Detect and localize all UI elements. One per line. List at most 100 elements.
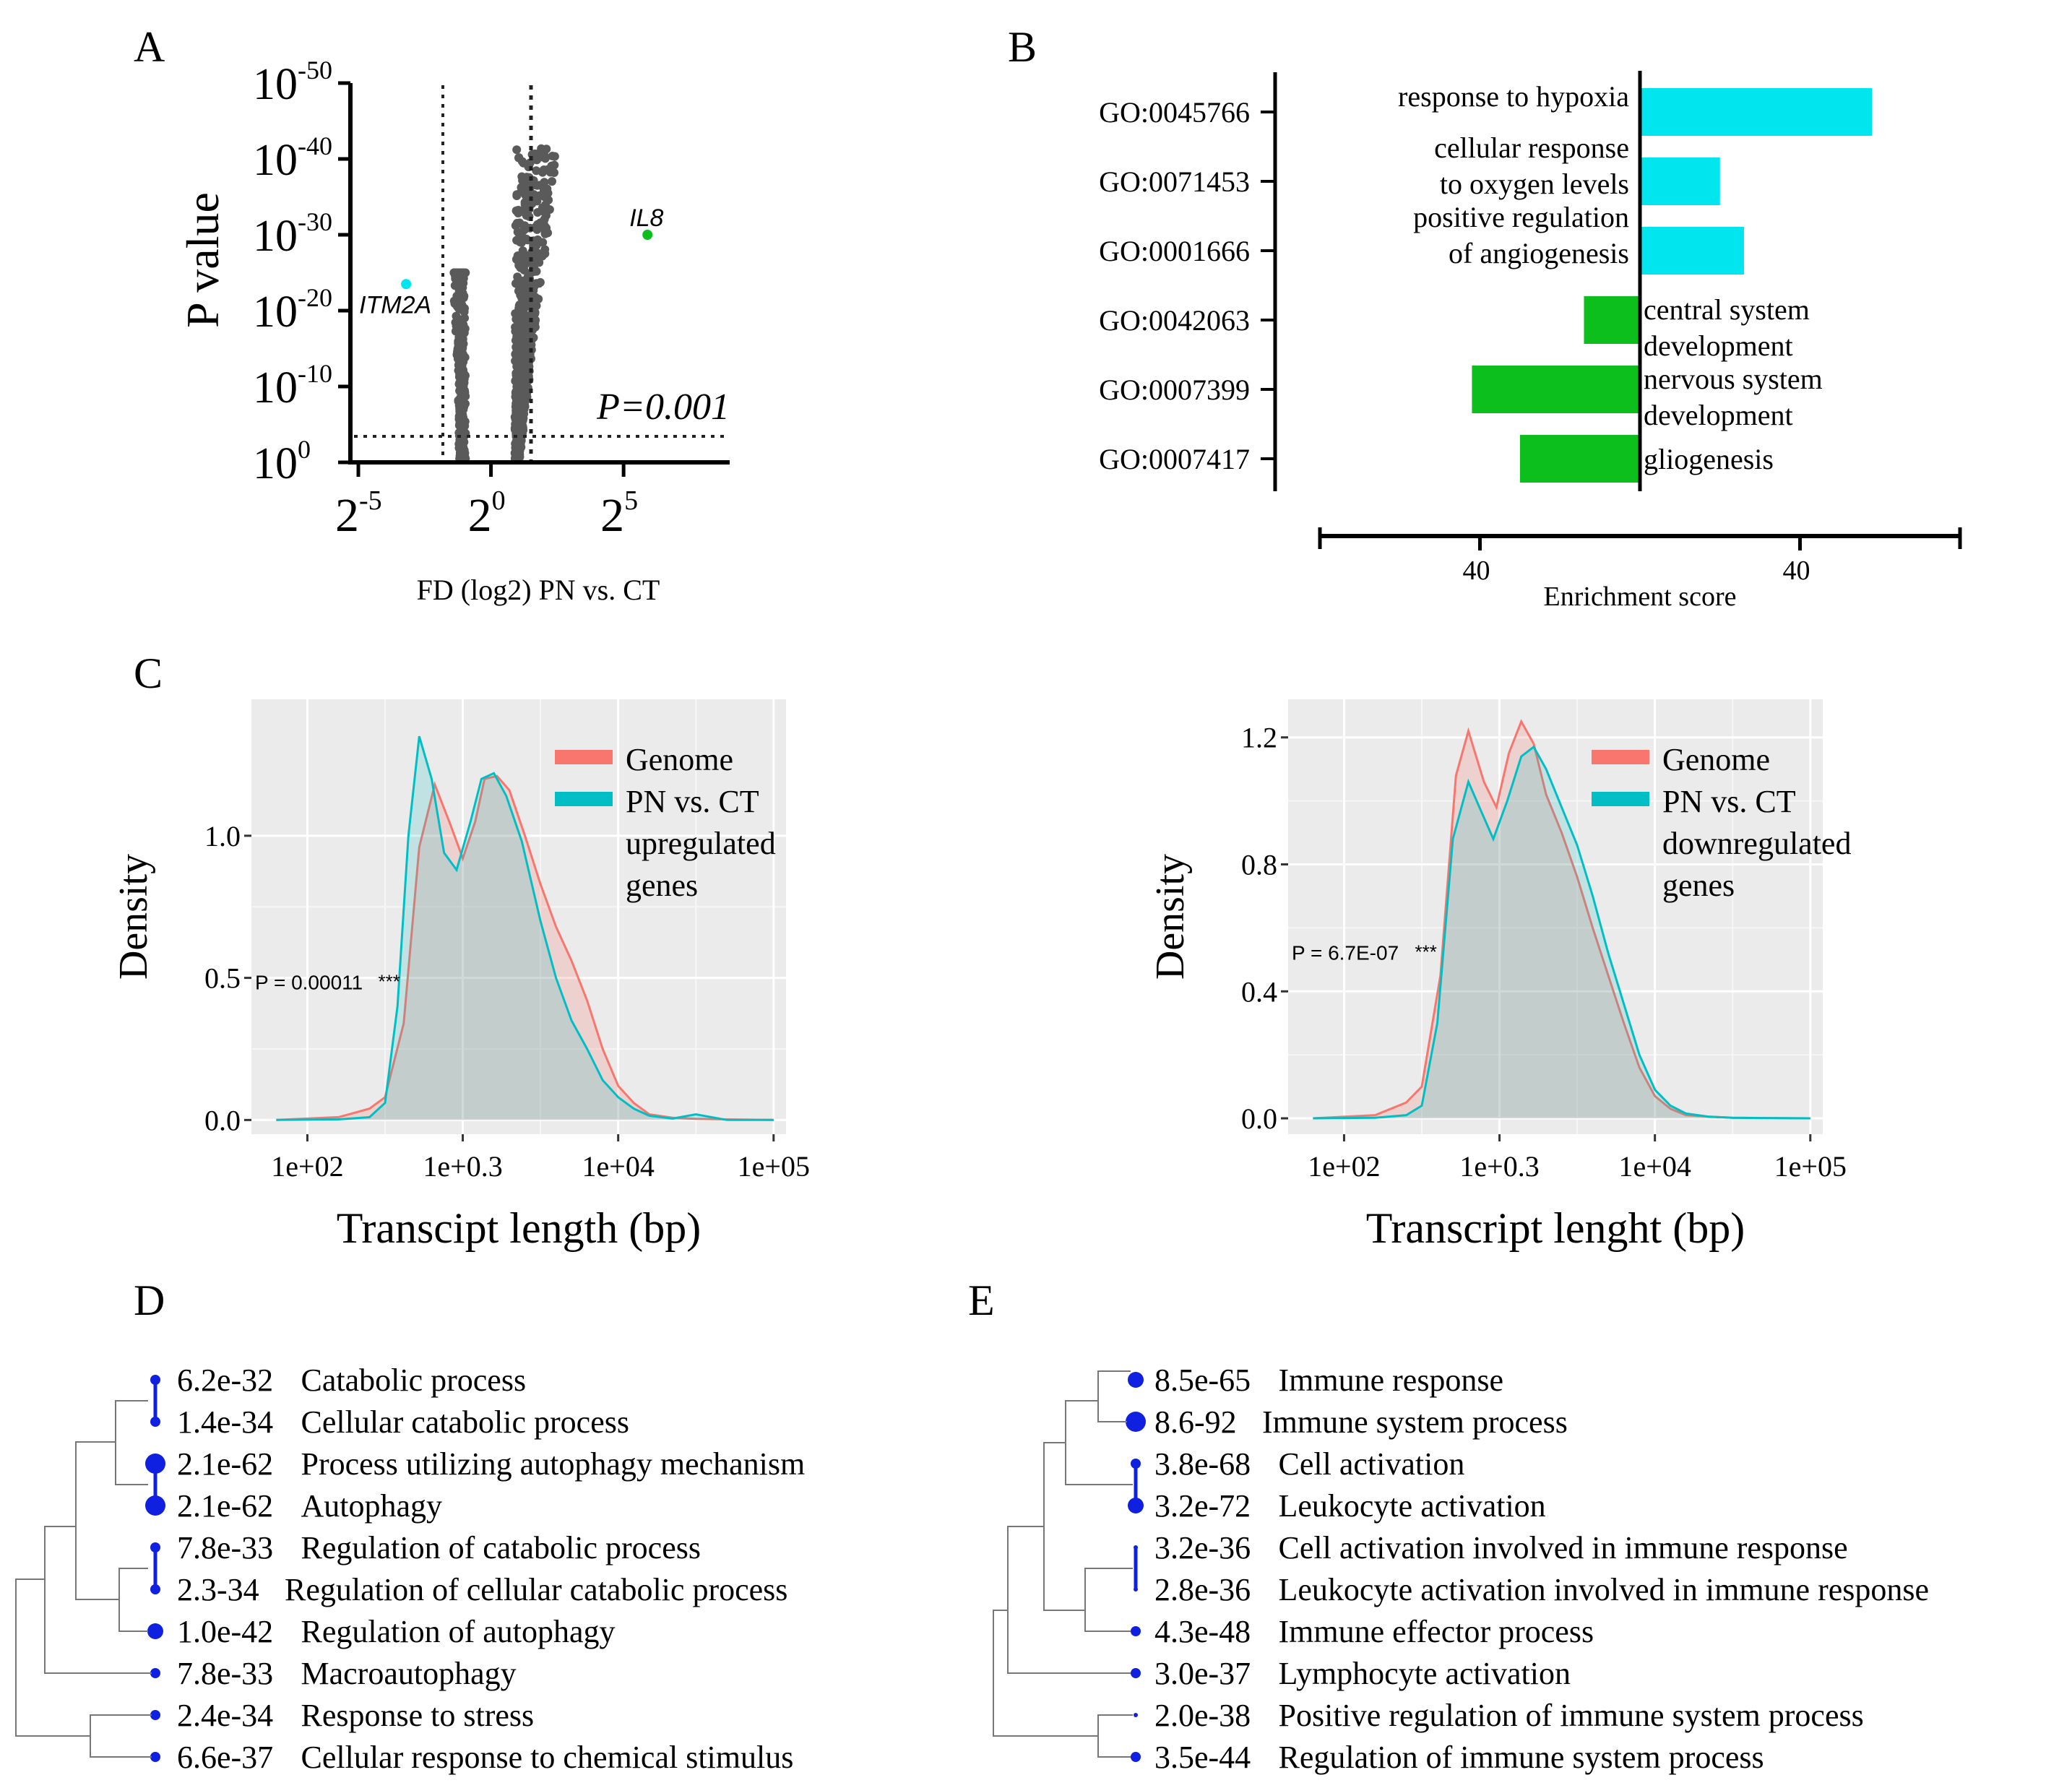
volcano-axes — [348, 83, 730, 465]
tree-p-value: 7.8e-33 — [177, 1530, 273, 1565]
go-bar — [1584, 296, 1640, 344]
x-tick-label: 1e+0.3 — [423, 1150, 502, 1183]
label-il8: IL8 — [629, 204, 663, 232]
density-line — [276, 735, 774, 1121]
label-itm2a: ITM2A — [359, 291, 431, 319]
volcano-point — [512, 402, 522, 412]
tree-label: Immune response — [1279, 1362, 1504, 1398]
tree-p-value: 1.4e-34 — [177, 1404, 273, 1440]
y-tick-label: 0.4 — [1241, 975, 1277, 1008]
tree-label: Immune system process — [1262, 1404, 1568, 1440]
volcano-point — [454, 286, 464, 295]
density-background — [1288, 699, 1823, 1134]
tree-node — [147, 1623, 163, 1639]
volcano-point — [458, 268, 467, 277]
significance-stars: *** — [379, 970, 400, 992]
tree-branch — [15, 1578, 90, 1737]
legend-swatch — [1592, 750, 1649, 764]
go-id: GO:0001666 — [1099, 235, 1250, 267]
density-y-label: Density — [111, 854, 156, 980]
tree-label: Cell activation involved in immune respo… — [1279, 1530, 1848, 1565]
go-bar — [1640, 227, 1744, 275]
point-itm2a — [401, 279, 412, 290]
volcano-point — [522, 366, 531, 376]
y-tick-base: 10 — [253, 363, 298, 413]
go-term: nervous system — [1644, 363, 1823, 395]
x-axis-label-b: Enrichment score — [1544, 582, 1737, 612]
tree-label: Cellular catabolic process — [301, 1404, 629, 1440]
volcano-point — [520, 188, 530, 197]
y-tick-base: 10 — [253, 136, 298, 185]
go-term: cellular response — [1434, 131, 1629, 164]
tree-label: Leukocyte activation involved in immune … — [1279, 1572, 1930, 1607]
tree-p-value: 3.5e-44 — [1154, 1740, 1251, 1775]
density-x-label: Transcipt length (bp) — [337, 1204, 701, 1252]
x-tick-label: 20 — [468, 485, 506, 542]
y-axis-label-a: P value — [177, 192, 228, 328]
y-tick-exp: -10 — [298, 359, 332, 388]
volcano-point — [452, 268, 461, 277]
density-area — [276, 736, 774, 1120]
go-id: GO:0007417 — [1099, 443, 1250, 475]
significance-stars: *** — [1415, 941, 1437, 962]
panel-letter-a: A — [134, 23, 165, 71]
tree-branch — [1043, 1442, 1085, 1611]
y-tick-exp: 0 — [298, 435, 311, 464]
panel-letter-e: E — [968, 1277, 995, 1324]
tree-label: Positive regulation of immune system pro… — [1279, 1698, 1864, 1733]
tree-d: 6.2e-32 Catabolic process 1.4e-34 Cellular … — [15, 1362, 805, 1775]
x-tick-exp: -5 — [359, 485, 382, 516]
tree-branch — [1065, 1400, 1133, 1485]
volcano-point — [456, 393, 465, 402]
y-tick-base: 10 — [253, 212, 298, 261]
go-id: GO:0045766 — [1099, 96, 1250, 129]
volcano-point — [531, 152, 540, 162]
tree-label: Regulation of autophagy — [301, 1614, 616, 1649]
volcano-point — [512, 446, 522, 456]
volcano-point — [535, 277, 545, 287]
x-tick-label: 1e+02 — [271, 1150, 343, 1183]
y-tick-label: 0.8 — [1241, 848, 1277, 881]
volcano-point — [517, 207, 526, 216]
enrichment-tick-label: 40 — [1463, 556, 1490, 586]
volcano-point — [513, 310, 522, 319]
density-plot-downregulated: 0.0 0.4 0.8 1.2 1e+02 1e+0.3 1e+04 1e+05 Density… — [1148, 699, 1851, 1252]
density-plot-upregulated: 0.0 0.5 1.0 1e+02 1e+0.3 1e+04 1e+05 Density Tra… — [111, 699, 810, 1252]
x-tick-base: 2 — [600, 489, 624, 542]
tree-label: Catabolic process — [301, 1362, 527, 1398]
volcano-point — [536, 218, 545, 228]
y-tick-base: 10 — [253, 60, 298, 109]
y-tick-base: 10 — [253, 288, 298, 337]
tree-label: Cellular response to chemical stimulus — [301, 1740, 794, 1775]
tree-label: Immune effector process — [1279, 1614, 1594, 1649]
legend-label: downregulated — [1662, 826, 1851, 861]
x-tick-label: 1e+04 — [1619, 1150, 1691, 1183]
tree-label: Cell activation — [1279, 1446, 1465, 1482]
tree-label: Macroautophagy — [301, 1656, 517, 1691]
volcano-point — [459, 374, 469, 384]
tree-node — [150, 1668, 160, 1678]
volcano-x-ticks: 2-5 20 25 — [335, 462, 638, 542]
y-tick-label: 1.0 — [204, 820, 241, 852]
volcano-point — [515, 331, 525, 340]
y-tick-label: 10-10 — [253, 359, 332, 413]
go-term: development — [1644, 399, 1793, 431]
tree-label: Leukocyte activation — [1279, 1488, 1546, 1524]
volcano-point — [527, 340, 536, 350]
volcano-point — [454, 337, 463, 346]
volcano-point — [519, 413, 528, 423]
volcano-point — [520, 348, 530, 358]
volcano-point — [540, 150, 548, 159]
tree-label: Autophagy — [301, 1488, 443, 1524]
y-tick-exp: -50 — [298, 56, 332, 85]
p-value-label: P = 6.7E-07 — [1292, 941, 1399, 964]
tree-p-value: 8.6-92 — [1154, 1404, 1237, 1440]
go-bar — [1472, 366, 1640, 413]
y-tick-label: 10-50 — [253, 56, 332, 109]
legend-swatch — [555, 792, 613, 806]
tree-p-value: 3.2e-36 — [1154, 1530, 1251, 1565]
go-term: central system — [1644, 293, 1810, 326]
legend-label: genes — [626, 868, 698, 903]
volcano-point — [455, 448, 465, 457]
go-bar — [1640, 88, 1873, 136]
